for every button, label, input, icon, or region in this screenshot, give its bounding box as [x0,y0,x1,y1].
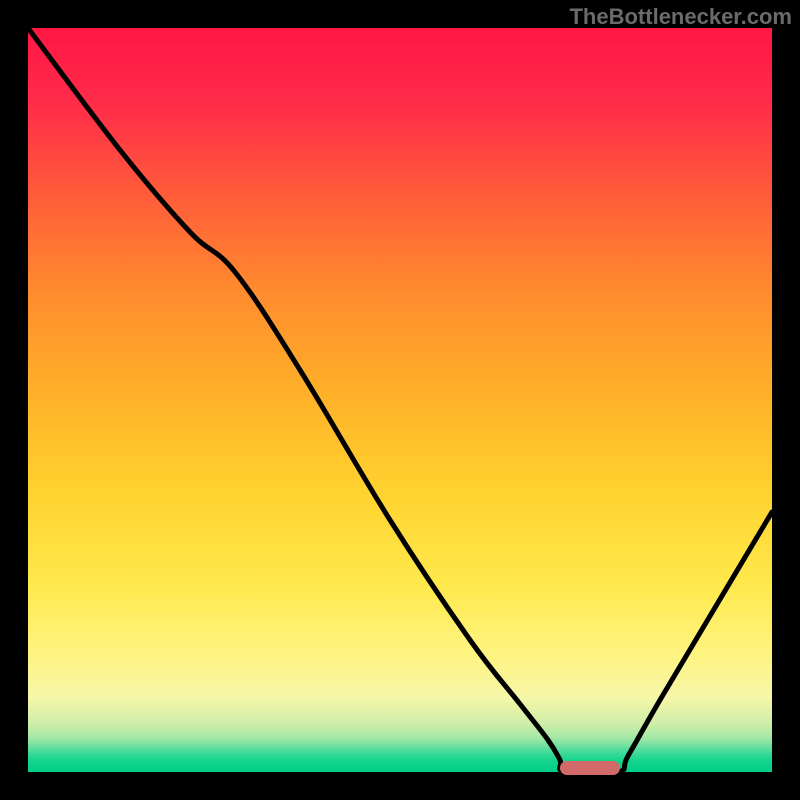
bottleneck-chart: TheBottlenecker.com [0,0,800,800]
watermark-text: TheBottlenecker.com [569,4,792,30]
chart-svg [0,0,800,800]
optimal-marker [560,761,620,775]
plot-background [28,28,772,772]
